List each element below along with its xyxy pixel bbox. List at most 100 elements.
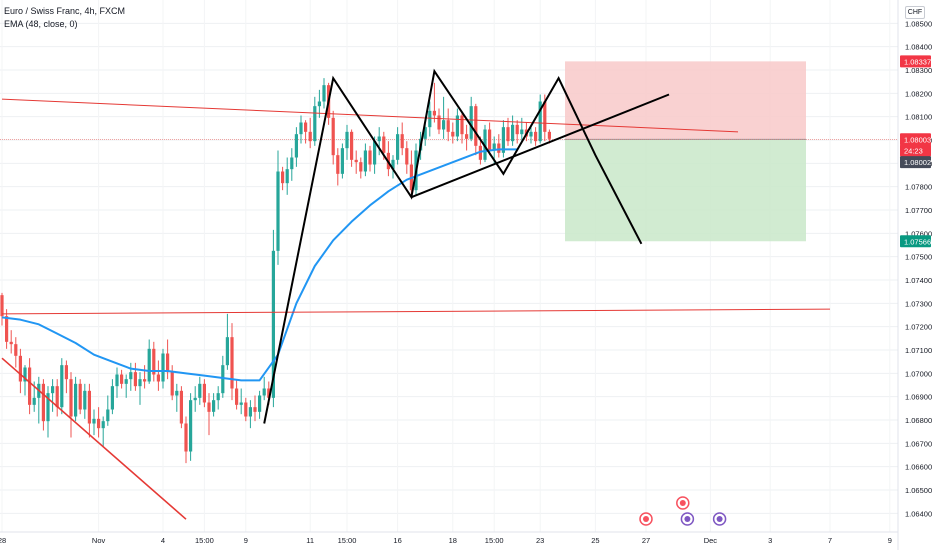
candle-body bbox=[120, 374, 124, 384]
price-label-tag bbox=[900, 144, 931, 157]
event-dot-icon bbox=[643, 516, 649, 522]
candle-body bbox=[428, 110, 432, 128]
event-markers[interactable] bbox=[639, 496, 727, 526]
candle-body bbox=[308, 131, 312, 142]
candle-body bbox=[382, 136, 386, 153]
price-tick-label: 1.08100 bbox=[905, 113, 932, 122]
time-tick-label: Dec bbox=[704, 536, 718, 545]
price-label: 1.08002 bbox=[904, 158, 931, 167]
price-tick-label: 1.08200 bbox=[905, 89, 932, 98]
candle-body bbox=[170, 372, 174, 396]
candle-body bbox=[9, 341, 13, 345]
time-tick-label: 11 bbox=[306, 536, 314, 545]
candle-body bbox=[538, 101, 542, 142]
candle-body bbox=[74, 383, 78, 417]
candle-body bbox=[543, 101, 547, 132]
candle-body bbox=[64, 365, 68, 380]
price-tick-label: 1.07300 bbox=[905, 299, 932, 308]
candle-body bbox=[184, 423, 188, 452]
candle-body bbox=[239, 402, 243, 405]
candle-body bbox=[354, 159, 358, 163]
price-tick-label: 1.06400 bbox=[905, 509, 932, 518]
candle-body bbox=[465, 134, 469, 139]
candle-body bbox=[5, 316, 9, 342]
candle-body bbox=[350, 131, 354, 160]
price-axis[interactable]: 1.08500 1.08400 1.08300 1.08200 1.08100 1.080… bbox=[897, 0, 932, 550]
gridlines bbox=[0, 0, 898, 532]
pattern-drawing[interactable] bbox=[263, 68, 670, 424]
candle-body bbox=[451, 131, 455, 137]
price-tick-label: 1.07400 bbox=[905, 276, 932, 285]
price-tick-label: 1.06800 bbox=[905, 416, 932, 425]
price-label: 1.08337 bbox=[904, 57, 931, 66]
pattern-zigzag bbox=[263, 68, 643, 424]
symbol-title[interactable]: Euro / Swiss Franc, 4h, FXCM bbox=[4, 6, 126, 16]
candle-body bbox=[115, 374, 119, 387]
candle-body bbox=[432, 110, 436, 116]
candle-body bbox=[446, 120, 450, 132]
candle-body bbox=[359, 162, 363, 172]
price-tick-label: 1.07600 bbox=[905, 229, 932, 238]
candle-body bbox=[253, 407, 257, 412]
price-label-tag bbox=[900, 156, 931, 169]
time-tick-label: 15:00 bbox=[485, 536, 504, 545]
candle-body bbox=[106, 409, 110, 422]
candle-body bbox=[405, 148, 409, 165]
time-tick-label: 16 bbox=[393, 536, 401, 545]
candle-body bbox=[267, 388, 271, 398]
ema-series bbox=[1, 148, 518, 382]
lower-channel-line bbox=[1, 357, 187, 520]
candle-body bbox=[202, 383, 206, 403]
time-tick-label: 9 bbox=[244, 536, 248, 545]
candle-body bbox=[322, 85, 326, 102]
candle-body bbox=[391, 159, 395, 170]
candle-body bbox=[478, 145, 482, 160]
candle-body bbox=[258, 395, 262, 412]
stop-loss-zone bbox=[565, 61, 806, 140]
currency-badge[interactable]: CHF bbox=[905, 6, 925, 19]
indicator-legend[interactable]: EMA (48, close, 0) bbox=[4, 19, 78, 29]
time-tick-label: 18 bbox=[449, 536, 457, 545]
candle-body bbox=[189, 400, 193, 452]
candle-body bbox=[511, 124, 515, 142]
candle-body bbox=[368, 150, 372, 165]
candle-body bbox=[244, 402, 248, 417]
candle-body bbox=[83, 390, 87, 410]
candle-body bbox=[129, 372, 133, 380]
candle-body bbox=[18, 355, 22, 382]
candle-body bbox=[400, 134, 404, 149]
time-axis[interactable]: 28 Nov 4 15:00 9 11 15:00 16 18 15:00 23 25 27 Dec 3 7 9 bbox=[0, 531, 898, 545]
candle-body bbox=[340, 148, 344, 174]
ema-line bbox=[1, 148, 518, 382]
price-tick-label: 1.08400 bbox=[905, 43, 932, 52]
candle-body bbox=[262, 388, 266, 396]
candle-body bbox=[156, 374, 160, 382]
candle-body bbox=[51, 386, 55, 394]
candle-body bbox=[143, 379, 147, 382]
candle-body bbox=[166, 353, 170, 373]
candle-body bbox=[97, 418, 101, 429]
horizontal-support-line bbox=[1, 308, 831, 315]
candle-body bbox=[336, 155, 340, 174]
candle-body bbox=[474, 106, 478, 146]
candle-body bbox=[396, 134, 400, 160]
time-tick-label: 15:00 bbox=[195, 536, 214, 545]
candle-body bbox=[87, 390, 91, 424]
candle-body bbox=[23, 367, 27, 382]
candle-body bbox=[442, 120, 446, 130]
candle-body bbox=[14, 344, 18, 356]
price-tick-label: 1.07800 bbox=[905, 183, 932, 192]
candle-body bbox=[317, 101, 321, 107]
candle-body bbox=[547, 131, 551, 139]
risk-reward-zones[interactable] bbox=[565, 61, 806, 242]
candle-body bbox=[235, 388, 239, 405]
trendlines[interactable] bbox=[1, 98, 831, 520]
candle-body bbox=[101, 421, 105, 429]
candle-body bbox=[216, 393, 220, 401]
candle-body bbox=[60, 365, 64, 408]
candle-body bbox=[331, 117, 335, 156]
price-tick-label: 1.06700 bbox=[905, 439, 932, 448]
candle-body bbox=[110, 386, 114, 410]
candle-body bbox=[78, 383, 82, 410]
